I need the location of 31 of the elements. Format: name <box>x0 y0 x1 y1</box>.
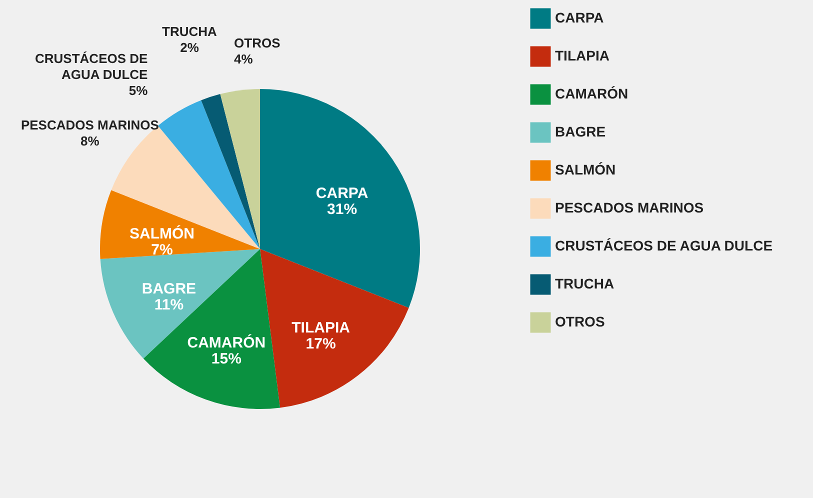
pie-slice <box>100 190 260 260</box>
data-label: 4% <box>234 52 254 67</box>
legend-label: TRUCHA <box>555 276 614 292</box>
slice-label: BAGRE <box>142 280 196 298</box>
slice-label: CAMARÓN <box>187 333 266 352</box>
legend-label: CAMARÓN <box>555 86 628 102</box>
slice-label: CRUSTÁCEOS DE AGUA DULCE <box>35 51 148 82</box>
data-label: 8% <box>80 133 100 148</box>
slice-label: TILAPIA <box>292 319 350 336</box>
slice-label: CARPA <box>316 185 368 202</box>
data-label: 5% <box>128 83 148 98</box>
legend-label: CARPA <box>555 10 604 26</box>
data-label: 11% <box>154 296 184 314</box>
slice-label: OTROS <box>234 36 281 51</box>
data-label: 31% <box>327 201 358 218</box>
legend-label: BAGRE <box>555 124 606 140</box>
legend-label: OTROS <box>555 314 605 330</box>
pie-slice <box>260 89 420 308</box>
data-label: 7% <box>151 241 173 258</box>
pie-slice <box>220 89 260 249</box>
slice-label: TRUCHA <box>162 24 218 39</box>
legend-label: PESCADOS MARINOS <box>555 200 704 216</box>
data-label: 17% <box>306 335 336 352</box>
pie-slice <box>201 94 260 249</box>
data-label: 2% <box>180 40 200 55</box>
slice-label: PESCADOS MARINOS <box>20 117 160 132</box>
legend-label: CRUSTÁCEOS DE AGUA DULCE <box>555 238 773 254</box>
legend-label: SALMÓN <box>555 162 616 178</box>
legend-label: TILAPIA <box>555 48 610 64</box>
slice-label: SALMÓN <box>130 224 195 242</box>
data-label: 15% <box>211 350 242 368</box>
